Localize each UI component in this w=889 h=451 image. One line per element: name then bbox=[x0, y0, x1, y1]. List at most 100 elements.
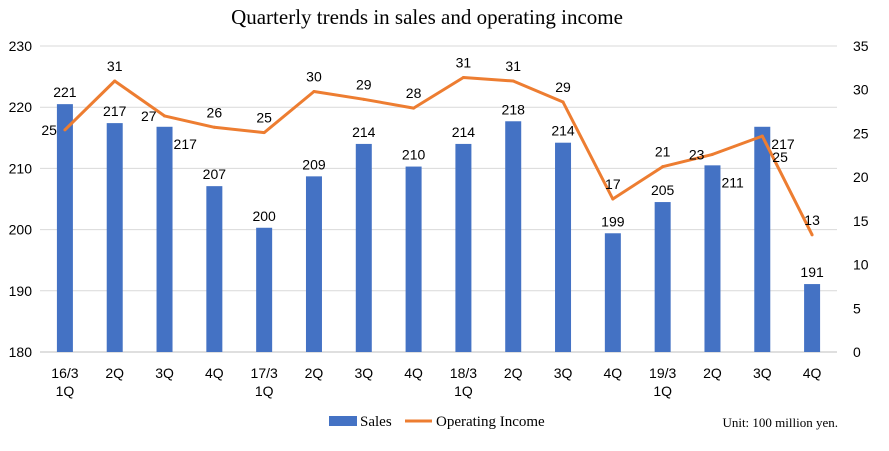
y-left-tick-label: 190 bbox=[9, 283, 33, 299]
data-label-sales: 217 bbox=[771, 136, 795, 152]
data-label-sales: 214 bbox=[352, 124, 376, 140]
line-operating-income bbox=[63, 76, 814, 236]
data-label-sales: 200 bbox=[252, 208, 276, 224]
y-left-tick-label: 230 bbox=[9, 38, 33, 54]
point-operating-income bbox=[661, 165, 665, 169]
y-right-tick-label: 5 bbox=[853, 300, 861, 316]
y-axis-left: 180 190 200 210 220 230 bbox=[9, 38, 33, 360]
point-operating-income bbox=[113, 79, 117, 83]
data-label-sales: 205 bbox=[651, 182, 675, 198]
legend-swatch-sales bbox=[329, 416, 357, 426]
x-axis: 16/3 1Q 2Q 3Q 4Q 17/3 1Q 2Q 3Q 4Q 18/3 1Q 2Q 3Q 4Q 19/3… bbox=[51, 365, 821, 399]
point-operating-income bbox=[810, 233, 814, 237]
data-label-sales: 217 bbox=[174, 136, 198, 152]
point-operating-income bbox=[461, 75, 465, 79]
x-tick-label: 1Q bbox=[454, 383, 473, 399]
data-label-sales: 214 bbox=[452, 124, 476, 140]
point-operating-income bbox=[561, 100, 565, 104]
point-operating-income bbox=[262, 131, 266, 135]
data-label-operating-income: 25 bbox=[256, 110, 272, 126]
x-tick-label: 19/3 bbox=[649, 365, 676, 381]
point-operating-income bbox=[710, 152, 714, 156]
y-right-tick-label: 20 bbox=[853, 169, 869, 185]
legend-label-operating-income: Operating Income bbox=[436, 414, 545, 430]
bar-sales bbox=[106, 123, 123, 352]
data-label-operating-income: 28 bbox=[406, 85, 422, 101]
bar-sales bbox=[654, 202, 671, 352]
x-tick-label: 18/3 bbox=[450, 365, 477, 381]
x-tick-label: 4Q bbox=[604, 365, 623, 381]
bar-sales bbox=[56, 104, 73, 352]
data-label-operating-income: 26 bbox=[207, 104, 223, 120]
x-tick-label: 3Q bbox=[155, 365, 174, 381]
bars bbox=[56, 104, 821, 352]
x-tick-label: 17/3 bbox=[251, 365, 278, 381]
data-label-operating-income: 30 bbox=[306, 68, 322, 84]
data-label-sales: 191 bbox=[800, 264, 824, 280]
bar-sales bbox=[604, 233, 621, 352]
point-operating-income bbox=[611, 197, 615, 201]
bar-sales bbox=[505, 121, 522, 352]
point-operating-income bbox=[412, 106, 416, 110]
gridlines bbox=[40, 45, 837, 353]
bar-sales bbox=[305, 176, 322, 352]
y-right-tick-label: 15 bbox=[853, 213, 869, 229]
data-label-operating-income: 25 bbox=[772, 149, 788, 165]
x-tick-label: 16/3 bbox=[51, 365, 78, 381]
bar-sales bbox=[355, 143, 372, 352]
legend-label-sales: Sales bbox=[360, 414, 392, 430]
line-series bbox=[63, 75, 814, 237]
y-left-tick-label: 200 bbox=[9, 222, 33, 238]
data-label-operating-income: 25 bbox=[41, 122, 57, 138]
y-left-tick-label: 220 bbox=[9, 99, 33, 115]
point-operating-income bbox=[312, 89, 316, 93]
point-operating-income bbox=[760, 134, 764, 138]
data-label-operating-income: 21 bbox=[655, 144, 671, 160]
y-axis-right: 0 5 10 15 20 25 30 35 bbox=[853, 38, 869, 360]
data-label-operating-income: 31 bbox=[107, 58, 123, 74]
bar-sales bbox=[704, 165, 721, 352]
x-tick-label: 1Q bbox=[255, 383, 274, 399]
data-label-sales: 210 bbox=[402, 147, 426, 163]
data-label-sales: 217 bbox=[103, 103, 127, 119]
bar-sales bbox=[754, 126, 771, 352]
y-right-tick-label: 35 bbox=[853, 38, 869, 54]
x-tick-label: 2Q bbox=[105, 365, 124, 381]
data-label-sales: 214 bbox=[551, 123, 575, 139]
y-left-tick-label: 210 bbox=[9, 160, 33, 176]
point-operating-income bbox=[163, 114, 167, 118]
data-label-sales: 218 bbox=[502, 101, 526, 117]
x-tick-label: 2Q bbox=[305, 365, 324, 381]
unit-note: Unit: 100 million yen. bbox=[722, 415, 838, 430]
data-label-operating-income: 29 bbox=[555, 79, 571, 95]
y-right-tick-label: 10 bbox=[853, 257, 869, 273]
bar-sales bbox=[555, 142, 572, 352]
bar-sales bbox=[256, 227, 273, 352]
x-tick-label: 4Q bbox=[205, 365, 224, 381]
data-label-operating-income: 27 bbox=[141, 108, 157, 124]
point-operating-income bbox=[362, 97, 366, 101]
data-label-sales: 209 bbox=[302, 156, 326, 172]
x-tick-label: 4Q bbox=[404, 365, 423, 381]
data-label-operating-income: 13 bbox=[804, 212, 820, 228]
data-labels: 221 217 217 207 200 209 214 210 214 218 214 199 205 2… bbox=[41, 54, 824, 280]
x-tick-label: 1Q bbox=[56, 383, 75, 399]
point-operating-income bbox=[511, 79, 515, 83]
x-tick-label: 3Q bbox=[354, 365, 373, 381]
bar-sales bbox=[455, 143, 472, 352]
data-label-sales: 207 bbox=[203, 166, 227, 182]
data-label-sales: 221 bbox=[53, 84, 77, 100]
point-operating-income bbox=[63, 128, 67, 132]
data-label-operating-income: 23 bbox=[689, 146, 705, 162]
bar-sales bbox=[206, 186, 223, 352]
x-tick-label: 3Q bbox=[753, 365, 772, 381]
point-operating-income bbox=[212, 125, 216, 129]
x-tick-label: 1Q bbox=[653, 383, 672, 399]
data-label-operating-income: 17 bbox=[605, 176, 621, 192]
data-label-sales: 211 bbox=[721, 174, 744, 190]
bar-sales bbox=[156, 126, 173, 352]
y-right-tick-label: 0 bbox=[853, 344, 861, 360]
data-label-operating-income: 31 bbox=[456, 54, 472, 70]
legend: Sales Operating Income bbox=[329, 414, 545, 430]
